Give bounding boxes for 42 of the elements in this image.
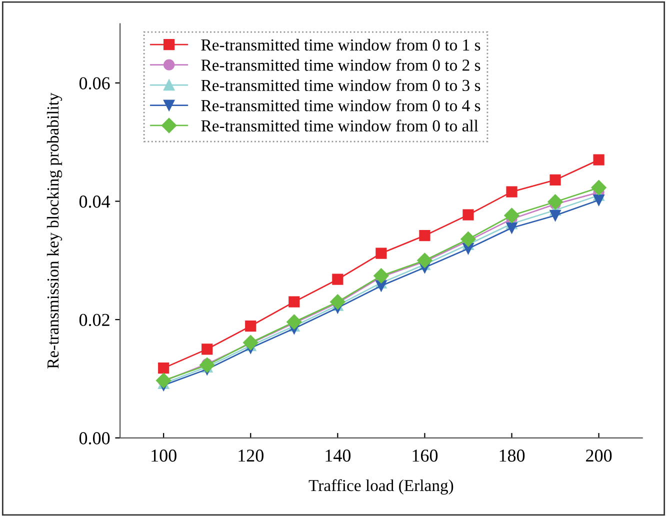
x-tick-label: 100 — [152, 450, 176, 462]
legend-label: Re-transmitted time window from 0 to all — [201, 120, 478, 132]
legend-label: Re-transmitted time window from 0 to 1 s — [201, 38, 480, 51]
point — [460, 232, 476, 247]
y-axis-title: Re-transmission key blocking probability — [46, 92, 62, 369]
x-tick-label: 200 — [586, 450, 612, 462]
point — [591, 180, 606, 196]
y-tick-label: 0.00 — [79, 432, 110, 444]
point — [245, 320, 256, 332]
y-tick-label: 0.04 — [79, 196, 110, 208]
point — [419, 230, 430, 242]
point — [156, 372, 172, 388]
legend-label: Re-transmitted time window from 0 to 3 s — [201, 79, 480, 92]
x-tick-label: 160 — [412, 450, 438, 462]
point — [506, 186, 518, 198]
point — [376, 248, 387, 259]
point — [286, 314, 302, 330]
point — [288, 296, 300, 308]
point — [550, 210, 561, 222]
point — [243, 335, 258, 350]
point — [417, 252, 432, 268]
point — [200, 358, 215, 373]
point — [202, 344, 213, 355]
point — [506, 222, 518, 234]
x-axis-title: Traffice load (Erlang) — [308, 479, 454, 495]
point — [550, 174, 561, 186]
point — [593, 154, 604, 166]
y-tick-label: 0.06 — [79, 77, 110, 90]
legend-label: Re-transmitted time window from 0 to 4 s — [201, 99, 480, 112]
point — [548, 194, 563, 210]
point — [593, 194, 604, 206]
point — [332, 274, 344, 285]
point — [330, 294, 346, 310]
y-tick-label: 0.02 — [79, 314, 110, 326]
point — [504, 208, 520, 224]
x-tick-label: 120 — [238, 450, 264, 462]
x-tick-label: 180 — [500, 450, 525, 462]
x-tick-label: 140 — [326, 450, 351, 462]
legend-label: Re-transmitted time window from 0 to 2 s — [201, 58, 480, 71]
point — [374, 268, 389, 284]
point — [462, 209, 474, 220]
point — [158, 362, 170, 374]
